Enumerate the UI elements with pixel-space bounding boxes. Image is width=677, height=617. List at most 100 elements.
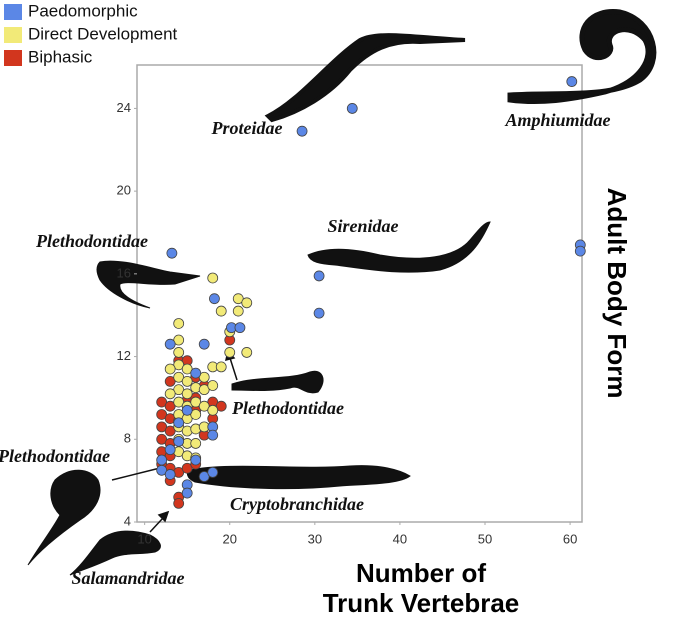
silhouette <box>186 465 411 490</box>
point <box>181 363 193 375</box>
point <box>232 305 244 317</box>
point <box>173 497 185 509</box>
point <box>173 334 185 346</box>
annotation: Proteidae <box>211 118 283 138</box>
silhouette <box>307 221 491 273</box>
plot-frame <box>136 64 583 523</box>
x-tick-label: 10 <box>137 531 151 546</box>
point <box>190 396 202 408</box>
point <box>241 297 253 309</box>
annotation: Cryptobranchidae <box>230 494 364 514</box>
point <box>156 421 168 433</box>
silhouette <box>231 370 324 394</box>
point <box>190 438 202 449</box>
x-axis-title: Number of <box>356 558 486 588</box>
annotation: Salamandridae <box>71 568 184 588</box>
point <box>241 347 253 358</box>
y-tick-label: 12 <box>117 348 131 363</box>
annotation: Amphiumidae <box>504 110 610 130</box>
point <box>156 464 168 476</box>
x-tick-label: 30 <box>308 531 322 546</box>
point <box>181 487 193 499</box>
point <box>173 371 185 383</box>
point <box>156 409 168 420</box>
point <box>234 322 246 334</box>
annotation: Plethodontidae <box>0 446 110 466</box>
legend-swatch <box>4 27 22 43</box>
point <box>166 247 178 259</box>
point <box>164 388 176 400</box>
y-tick-label: 20 <box>117 183 131 198</box>
silhouette <box>264 33 466 123</box>
point <box>164 400 176 412</box>
silhouette <box>96 260 201 309</box>
point <box>215 305 227 317</box>
legend-swatch <box>4 4 22 20</box>
arrow <box>149 517 164 533</box>
legend-label: Biphasic <box>28 47 93 66</box>
x-tick-label: 20 <box>223 531 237 546</box>
y-tick-label: 16 <box>117 265 131 280</box>
point <box>574 245 586 257</box>
legend-swatch <box>4 50 22 66</box>
y-tick-label: 24 <box>117 100 131 115</box>
annotation: Plethodontidae <box>35 231 148 251</box>
point <box>173 417 185 429</box>
point <box>198 384 210 396</box>
point <box>207 466 219 478</box>
y-tick-label: 4 <box>124 513 131 528</box>
point <box>232 293 244 305</box>
annotation: Sirenidae <box>327 216 398 236</box>
y-tick-label: 8 <box>124 431 131 446</box>
silhouette <box>507 9 657 105</box>
point <box>164 444 176 456</box>
point <box>224 347 236 358</box>
legend-label: Direct Development <box>28 24 178 43</box>
point <box>173 347 185 358</box>
point <box>156 454 168 466</box>
x-tick-label: 60 <box>563 531 577 546</box>
point <box>296 125 308 137</box>
point <box>215 400 227 412</box>
point <box>173 435 185 447</box>
point <box>207 429 219 441</box>
silhouette <box>27 469 101 566</box>
point <box>198 471 210 482</box>
point <box>215 361 227 373</box>
point <box>164 375 176 387</box>
point <box>164 338 176 350</box>
point <box>156 433 168 445</box>
point <box>173 318 185 329</box>
point <box>164 425 176 437</box>
annotation: Plethodontidae <box>231 398 344 418</box>
x-tick-label: 40 <box>393 531 407 546</box>
silhouettes <box>27 9 657 576</box>
point <box>346 103 358 114</box>
point <box>313 270 325 282</box>
point <box>181 388 193 400</box>
point <box>173 359 185 371</box>
point <box>173 384 185 396</box>
point <box>313 307 325 319</box>
point <box>198 338 210 350</box>
point <box>181 375 193 387</box>
point <box>207 272 219 284</box>
point <box>209 293 220 305</box>
silhouette <box>69 530 161 576</box>
point <box>181 462 193 474</box>
point <box>190 367 202 379</box>
point <box>207 404 219 416</box>
legend-label: Paedomorphic <box>28 1 138 20</box>
arrow-head <box>157 510 170 523</box>
x-tick-label: 50 <box>478 531 492 546</box>
point <box>156 396 168 408</box>
point <box>173 396 185 408</box>
point <box>164 469 176 480</box>
point <box>207 380 219 391</box>
point <box>198 400 210 412</box>
x-axis-title: Trunk Vertebrae <box>323 588 520 617</box>
point <box>190 454 202 466</box>
point <box>198 371 210 383</box>
arrow <box>111 467 161 481</box>
